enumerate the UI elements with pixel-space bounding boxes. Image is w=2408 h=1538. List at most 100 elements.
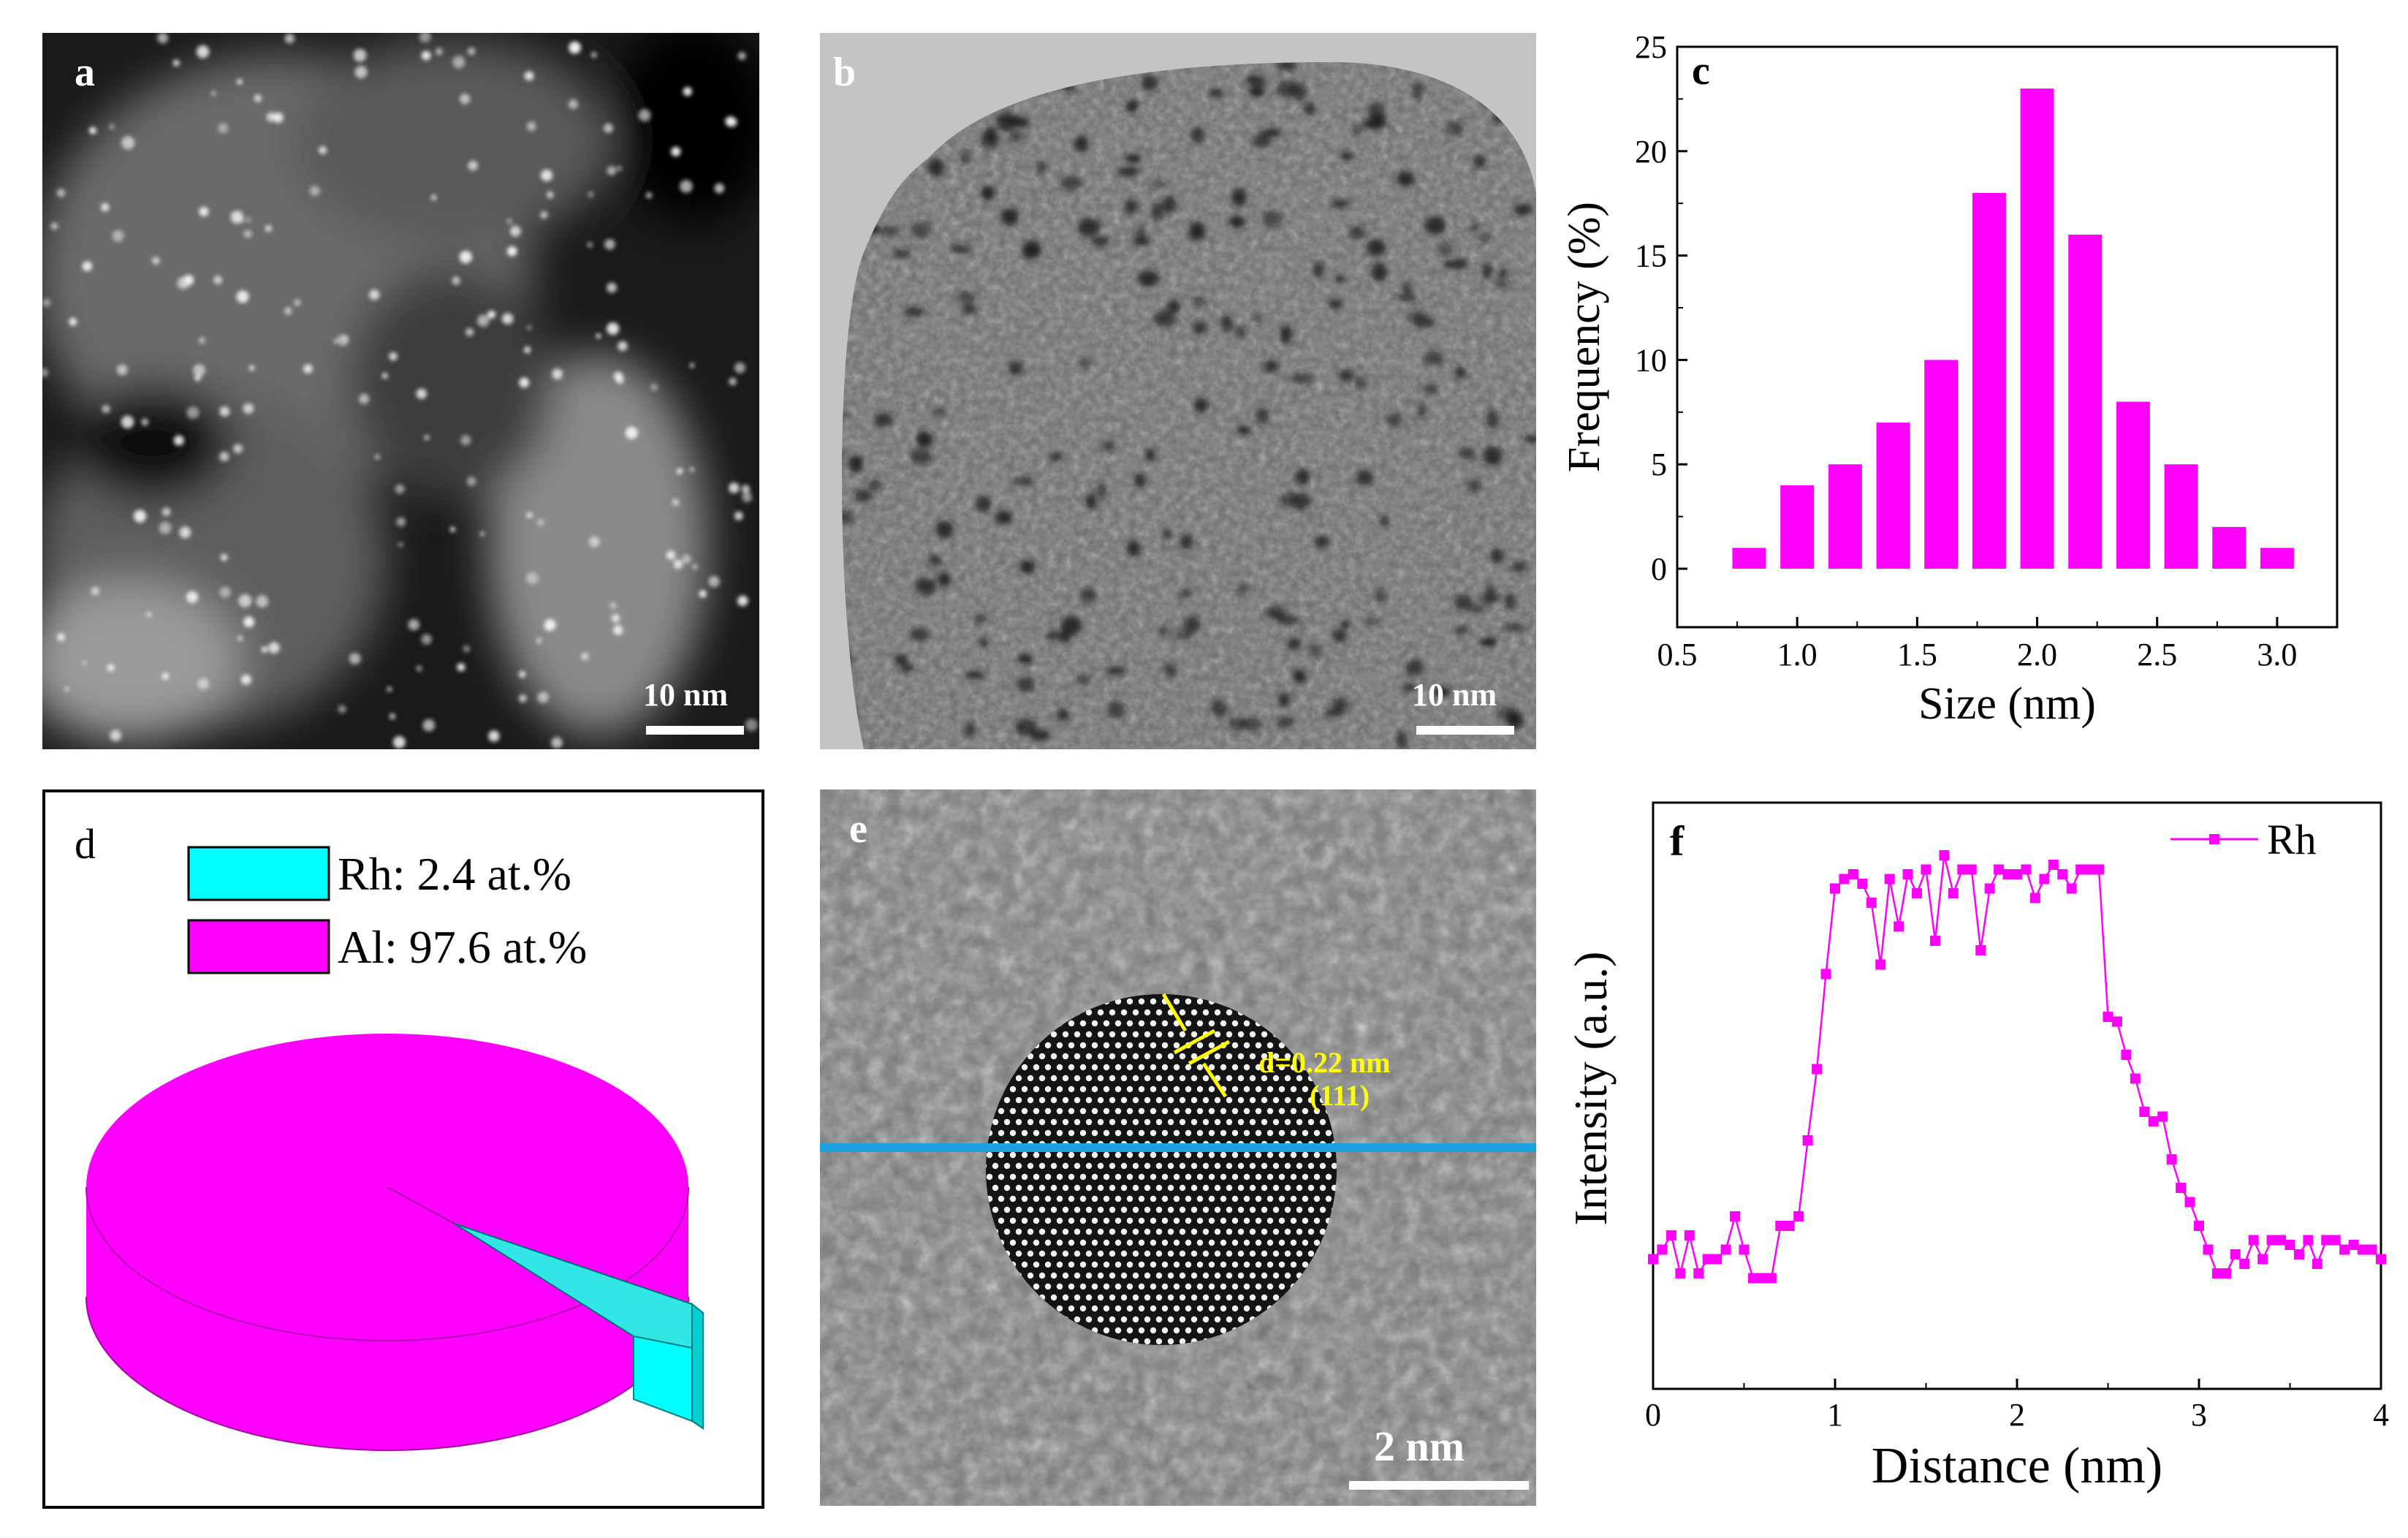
panel-e: e d=0.22 nm (111) 2 nm [820,789,1536,1506]
legend-label-al: Al: 97.6 at.% [338,921,587,973]
data-point [2021,864,2032,875]
y-tick-label: 25 [1635,29,1667,65]
data-point [2211,1268,2222,1278]
data-point [1847,869,1858,879]
data-point [1684,1230,1695,1240]
x-tick-label: 0.5 [1657,637,1698,673]
data-point [1884,874,1895,884]
plot-frame [1676,45,2339,629]
data-point [1793,1211,1804,1221]
panel-a: a 10 nm [42,33,759,749]
data-point [2103,1012,2113,1022]
panel-d: d Rh: 2.4 at.% Al: 97.6 at.% [42,789,764,1509]
y-axis-label: Frequency (%) [1560,202,1609,472]
panel-e-scale-bar [1349,1481,1529,1490]
data-point [2358,1244,2369,1255]
data-point [1994,864,2005,875]
data-point [2376,1254,2386,1265]
data-point [2075,864,2086,875]
histogram-bar [1828,464,1862,569]
data-point [1757,1273,1768,1284]
x-axis-label: Size (nm) [1918,679,2096,729]
x-tick-label: 1.5 [1897,637,1937,673]
data-point [1820,969,1831,980]
data-point [1948,888,1959,898]
data-point [2194,1221,2204,1231]
data-point [2221,1268,2232,1278]
data-point [1957,864,1968,875]
data-point [1693,1268,1704,1278]
panel-e-scale-label: 2 nm [1374,1423,1465,1470]
data-point [1775,1221,1786,1231]
data-point [1739,1244,1750,1255]
data-point [1666,1230,1676,1240]
data-point [1747,1273,1758,1284]
panel-a-letter: a [75,50,95,95]
panel-b-image [820,33,1536,749]
x-tick-label: 1.0 [1777,637,1818,673]
panel-b-scale-label: 10 nm [1412,677,1497,713]
plot-frame [1652,801,2382,1390]
x-tick-label: 3.0 [2257,637,2297,673]
y-tick-label: 10 [1635,342,1667,378]
data-point [2084,864,2095,875]
panel-d-letter: d [75,820,96,868]
x-tick-label: 2.0 [2017,637,2057,673]
x-tick-label: 1 [1827,1397,1843,1433]
panel-b-letter: b [833,50,857,95]
data-point [2139,1107,2150,1117]
data-point [2166,1154,2177,1164]
series-line-rh [1652,855,2382,1279]
data-point [2002,869,2013,879]
y-axis-label: Intensity (a.u.) [1565,952,1617,1226]
data-point [1902,869,1913,879]
data-point [1875,959,1886,970]
data-point [2284,1240,2295,1250]
y-tick-label: 20 [1635,134,1667,170]
panel-c-letter: c [1692,48,1710,94]
data-point [2266,1235,2277,1246]
data-point [1802,1135,1813,1145]
data-point [2321,1235,2332,1246]
lattice-plane-label: (111) [1310,1079,1370,1112]
data-point [2303,1235,2314,1246]
data-point [1857,879,1868,889]
data-point [1984,883,1995,894]
data-point [2157,1111,2168,1122]
data-point [2094,864,2105,875]
data-point [1839,874,1850,884]
data-point [1675,1268,1686,1278]
data-point [2057,869,2068,879]
x-tick-label: 3 [2191,1397,2207,1433]
data-point [2276,1235,2287,1246]
histogram-bar [1876,423,1910,569]
data-point [1894,921,1904,932]
histogram-bar [2212,526,2246,569]
data-point [1657,1244,1668,1255]
data-point [2184,1197,2195,1208]
data-point [2148,1116,2159,1126]
x-tick-label: 2.5 [2137,637,2177,673]
data-point [1766,1273,1777,1284]
data-point [1712,1254,1723,1265]
data-point [2257,1254,2268,1265]
panel-b: b 10 nm [820,33,1536,749]
data-point [2366,1244,2377,1255]
lattice-spacing-marker [1161,993,1231,1098]
data-point [2048,860,2059,870]
legend-swatch-al [187,919,330,974]
x-axis-label: Distance (nm) [1872,1438,2162,1494]
data-point [2203,1244,2214,1255]
data-point [2066,883,2077,894]
panel-b-scale-bar [1416,726,1514,735]
data-point [2111,1016,2122,1027]
data-point [2312,1259,2322,1269]
legend-swatch-rh [187,846,330,901]
panel-e-image [820,789,1536,1506]
histogram-bar [2020,88,2054,569]
data-point [1784,1221,1795,1231]
histogram-bar [2260,548,2294,569]
x-tick-label: 4 [2373,1397,2389,1433]
histogram-bar [1732,548,1766,569]
data-point [1866,898,1877,908]
